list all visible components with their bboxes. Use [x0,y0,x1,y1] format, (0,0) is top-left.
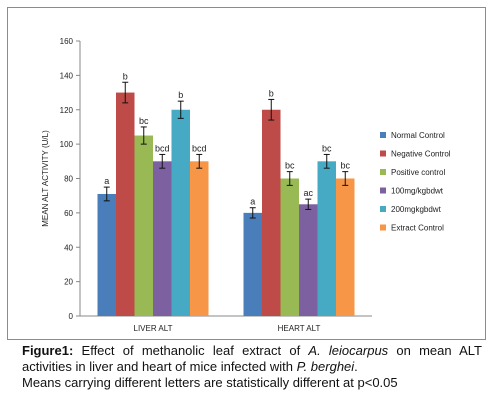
caption-label: Figure1: [22,343,74,358]
bar [190,161,209,316]
significance-letter: a [104,176,109,186]
bar [243,212,262,316]
y-tick-label: 40 [64,243,73,252]
figure-caption: Figure1: Effect of methanolic leaf extra… [22,343,482,391]
bar [116,92,135,316]
x-category-label: LIVER ALT [134,324,173,333]
caption-line-2: activities in liver and heart of mice in… [22,359,482,375]
legend-swatch [380,206,386,212]
y-tick-label: 100 [60,140,74,149]
bar [299,204,318,316]
legend-label: Negative Control [391,150,451,159]
bar [317,161,336,316]
significance-letter: bc [340,161,350,171]
legend-swatch [380,169,386,175]
y-tick-label: 80 [64,175,73,184]
y-tick-label: 20 [64,278,73,287]
caption-line-3: Means carrying different letters are sta… [22,375,398,390]
significance-letter: b [269,88,274,98]
bar [134,135,153,316]
caption-line-1: Figure1: Effect of methanolic leaf extra… [22,343,482,359]
bar [262,109,281,316]
bar [171,109,190,316]
legend-swatch [380,132,386,138]
bar [97,193,116,316]
significance-letter: bc [322,143,332,153]
caption-line2-pre: activities in liver and heart of mice in… [22,359,297,374]
significance-letter: bc [285,161,295,171]
x-category-label: HEART ALT [278,324,321,333]
caption-species-1: A. leiocarpus [308,343,389,358]
y-tick-label: 120 [60,106,74,115]
significance-letter: bcd [192,143,207,153]
significance-letter: b [178,90,183,100]
y-tick-label: 60 [64,209,73,218]
legend-swatch [380,187,386,194]
significance-letter: b [123,71,128,81]
caption-species-2: P. berghei [296,359,355,374]
significance-letter: bc [139,116,149,126]
caption-line1-pre: Effect of methanolic leaf extract of [73,343,309,358]
legend-label: Positive control [391,168,445,177]
significance-letter: bcd [155,143,170,153]
y-tick-label: 140 [60,71,74,80]
legend-label: Extract Control [391,224,444,233]
bar [336,178,355,316]
legend-label: 100mg/kgbdwt [391,187,444,196]
significance-letter: ac [303,188,313,198]
legend-swatch [380,224,386,231]
y-axis-label: MEAN ALT ACTIVITY (U/L) [41,130,50,227]
bar-chart: 0 20 40 60 80 100 120 140 160 MEAN ALT ACTIVITY (… [41,37,451,333]
legend-label: Normal Control [391,131,445,140]
significance-letter: a [250,197,255,207]
legend: Normal Control Negative Control Positive c… [380,131,451,233]
caption-line2-post: . [354,359,358,374]
bar [153,161,172,316]
legend-label: 200mgkgbdwt [391,205,442,214]
y-tick-label: 160 [60,37,74,46]
bar [280,178,299,316]
caption-line1-post: on mean ALT [388,343,482,358]
legend-swatch [380,150,386,157]
y-tick-label: 0 [69,312,74,321]
